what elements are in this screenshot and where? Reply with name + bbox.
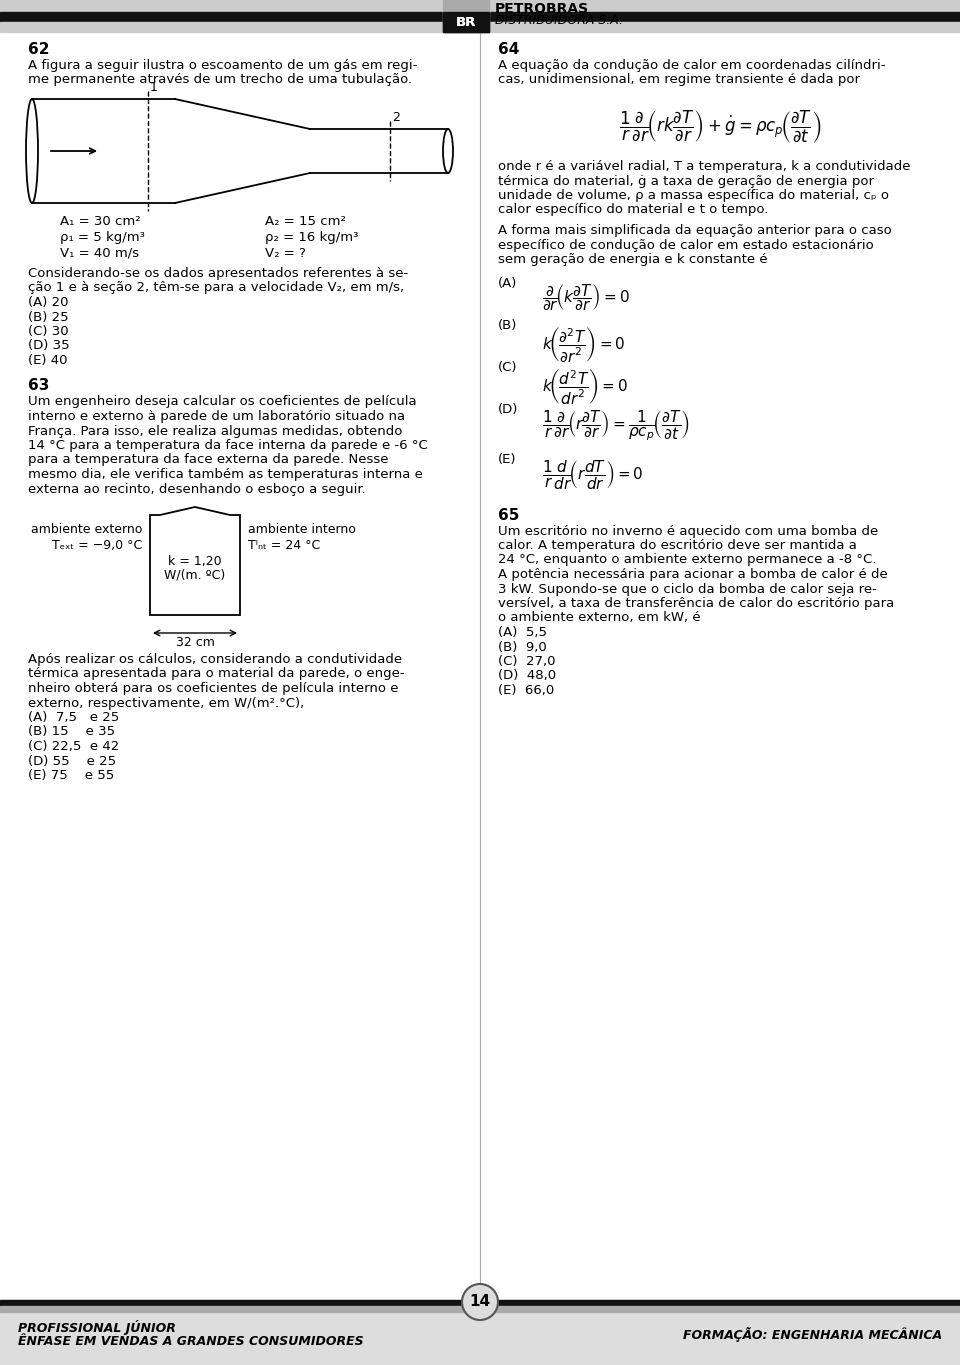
Text: $\dfrac{1}{r}\dfrac{d}{dr}\!\left(r\dfrac{dT}{dr}\right) = 0$: $\dfrac{1}{r}\dfrac{d}{dr}\!\left(r\dfra… (542, 459, 643, 491)
Text: (A)  5,5: (A) 5,5 (498, 627, 547, 639)
PathPatch shape (150, 506, 240, 616)
Text: interno e externo à parede de um laboratório situado na: interno e externo à parede de um laborat… (28, 410, 405, 423)
Text: calor. A temperatura do escritório deve ser mantida a: calor. A temperatura do escritório deve … (498, 539, 857, 551)
Text: (E) 40: (E) 40 (28, 354, 67, 367)
Text: A forma mais simplificada da equação anterior para o caso: A forma mais simplificada da equação ant… (498, 224, 892, 238)
Text: 14: 14 (469, 1294, 491, 1309)
Bar (443, 0, 489, 12)
Text: (E): (E) (498, 453, 516, 467)
Text: específico de condução de calor em estado estacionário: específico de condução de calor em estad… (498, 239, 874, 251)
Bar (0, 0, 960, 12)
Text: A equação da condução de calor em coordenadas cilíndri-: A equação da condução de calor em coorde… (498, 59, 885, 72)
Text: (A) 20: (A) 20 (28, 296, 68, 308)
Text: onde r é a variável radial, T a temperatura, k a condutividade: onde r é a variável radial, T a temperat… (498, 160, 910, 173)
Text: (E)  66,0: (E) 66,0 (498, 684, 554, 698)
Text: ρ₂ = 16 kg/m³: ρ₂ = 16 kg/m³ (265, 231, 358, 244)
Text: versível, a taxa de transferência de calor do escritório para: versível, a taxa de transferência de cal… (498, 597, 895, 610)
Text: (D) 55    e 25: (D) 55 e 25 (28, 755, 116, 767)
Text: (B) 25: (B) 25 (28, 310, 68, 324)
Text: V₂ = ?: V₂ = ? (265, 247, 306, 259)
Text: $k\!\left(\dfrac{d^2 T}{dr^2}\right) = 0$: $k\!\left(\dfrac{d^2 T}{dr^2}\right) = 0… (542, 366, 628, 405)
Text: externo, respectivamente, em W/(m².°C),: externo, respectivamente, em W/(m².°C), (28, 696, 304, 710)
Circle shape (462, 1284, 498, 1320)
Text: ambiente externo: ambiente externo (31, 523, 142, 536)
Text: FORMAÇÃO: ENGENHARIA MECÂNICA: FORMAÇÃO: ENGENHARIA MECÂNICA (683, 1327, 942, 1342)
Text: 1: 1 (150, 81, 157, 94)
Text: (C)  27,0: (C) 27,0 (498, 655, 556, 667)
Text: ρ₁ = 5 kg/m³: ρ₁ = 5 kg/m³ (60, 231, 145, 244)
Text: $\dfrac{1}{r}\dfrac{\partial}{\partial r}\!\left(rk\dfrac{\partial T}{\partial r: $\dfrac{1}{r}\dfrac{\partial}{\partial r… (619, 108, 821, 145)
Text: para a temperatura da face externa da parede. Nesse: para a temperatura da face externa da pa… (28, 453, 389, 467)
Bar (443, 12, 489, 31)
Text: me permanente através de um trecho de uma tubulação.: me permanente através de um trecho de um… (28, 74, 412, 86)
Text: (E) 75    e 55: (E) 75 e 55 (28, 768, 114, 782)
Text: térmica do material, ġ a taxa de geração de energia por: térmica do material, ġ a taxa de geração… (498, 175, 874, 187)
Text: 32 cm: 32 cm (176, 636, 214, 648)
Bar (443, 12, 489, 31)
Bar (443, 0, 489, 31)
Text: A potência necessária para acionar a bomba de calor é de: A potência necessária para acionar a bom… (498, 568, 888, 581)
Text: BR: BR (456, 15, 476, 29)
Bar (0, 1306, 960, 1312)
Text: A figura a seguir ilustra o escoamento de um gás em regi-: A figura a seguir ilustra o escoamento d… (28, 59, 418, 72)
Text: Um escritório no inverno é aquecido com uma bomba de: Um escritório no inverno é aquecido com … (498, 524, 878, 538)
Text: DISTRIBUIDORA S.A.: DISTRIBUIDORA S.A. (495, 14, 623, 27)
Text: cas, unidimensional, em regime transiente é dada por: cas, unidimensional, em regime transient… (498, 74, 860, 86)
Text: (B): (B) (498, 319, 517, 333)
Text: PROFISSIONAL JÚNIOR: PROFISSIONAL JÚNIOR (18, 1320, 176, 1335)
Text: (C) 22,5  e 42: (C) 22,5 e 42 (28, 740, 119, 753)
Text: térmica apresentada para o material da parede, o enge-: térmica apresentada para o material da p… (28, 667, 404, 681)
Text: 2: 2 (392, 111, 400, 124)
Text: V₁ = 40 m/s: V₁ = 40 m/s (60, 247, 139, 259)
Text: sem geração de energia e k constante é: sem geração de energia e k constante é (498, 253, 768, 266)
Text: $\dfrac{1}{r}\dfrac{\partial}{\partial r}\!\left(r\dfrac{\partial T}{\partial r}: $\dfrac{1}{r}\dfrac{\partial}{\partial r… (542, 408, 690, 444)
Text: França. Para isso, ele realiza algumas medidas, obtendo: França. Para isso, ele realiza algumas m… (28, 425, 402, 438)
Text: (D)  48,0: (D) 48,0 (498, 669, 556, 682)
Text: PETROBRAS: PETROBRAS (495, 1, 589, 16)
Text: calor específico do material e t o tempo.: calor específico do material e t o tempo… (498, 203, 768, 217)
Text: 64: 64 (498, 42, 519, 57)
Text: (C) 30: (C) 30 (28, 325, 68, 339)
Text: 65: 65 (498, 508, 519, 523)
Text: 62: 62 (28, 42, 50, 57)
Text: ÊNFASE EM VENDAS A GRANDES CONSUMIDORES: ÊNFASE EM VENDAS A GRANDES CONSUMIDORES (18, 1335, 364, 1349)
Text: ção 1 e à seção 2, têm-se para a velocidade V₂, em m/s,: ção 1 e à seção 2, têm-se para a velocid… (28, 281, 404, 295)
Text: 63: 63 (28, 378, 49, 393)
Text: (B)  9,0: (B) 9,0 (498, 640, 547, 654)
Text: A₁ = 30 cm²: A₁ = 30 cm² (60, 216, 140, 228)
Bar (0, 12, 960, 22)
Text: (A)  7,5   e 25: (A) 7,5 e 25 (28, 711, 119, 723)
Text: (B) 15    e 35: (B) 15 e 35 (28, 726, 115, 738)
Text: (D) 35: (D) 35 (28, 340, 70, 352)
Text: (D): (D) (498, 404, 518, 416)
Text: A₂ = 15 cm²: A₂ = 15 cm² (265, 216, 346, 228)
Text: (C): (C) (498, 362, 517, 374)
Text: Tₑₓₜ = −9,0 °C: Tₑₓₜ = −9,0 °C (52, 539, 142, 551)
Bar (0, 1299, 960, 1306)
Text: 14 °C para a temperatura da face interna da parede e -6 °C: 14 °C para a temperatura da face interna… (28, 440, 428, 452)
Text: ambiente interno: ambiente interno (248, 523, 356, 536)
Text: $k\!\left(\dfrac{\partial^2 T}{\partial r^2}\right) = 0$: $k\!\left(\dfrac{\partial^2 T}{\partial … (542, 325, 625, 363)
Text: 3 kW. Supondo-se que o ciclo da bomba de calor seja re-: 3 kW. Supondo-se que o ciclo da bomba de… (498, 583, 876, 595)
Text: mesmo dia, ele verifica também as temperaturas interna e: mesmo dia, ele verifica também as temper… (28, 468, 422, 480)
Text: nheiro obterá para os coeficientes de película interno e: nheiro obterá para os coeficientes de pe… (28, 682, 398, 695)
Text: $\dfrac{\partial}{\partial r}\!\left(k\dfrac{\partial T}{\partial r}\right) = 0$: $\dfrac{\partial}{\partial r}\!\left(k\d… (542, 283, 630, 314)
Text: externa ao recinto, desenhando o esboço a seguir.: externa ao recinto, desenhando o esboço … (28, 482, 366, 495)
Text: Considerando-se os dados apresentados referentes à se-: Considerando-se os dados apresentados re… (28, 268, 408, 280)
Text: k = 1,20: k = 1,20 (168, 556, 222, 568)
Bar (443, 0, 489, 12)
Text: Um engenheiro deseja calcular os coeficientes de película: Um engenheiro deseja calcular os coefici… (28, 396, 417, 408)
Text: BR: BR (456, 15, 476, 29)
Text: o ambiente externo, em kW, é: o ambiente externo, em kW, é (498, 612, 701, 625)
Text: Após realizar os cálculos, considerando a condutividade: Após realizar os cálculos, considerando … (28, 652, 402, 666)
Text: 24 °C, enquanto o ambiente externo permanece a -8 °C.: 24 °C, enquanto o ambiente externo perma… (498, 553, 876, 566)
Text: W/(m. ºC): W/(m. ºC) (164, 569, 226, 581)
Text: unidade de volume, ρ a massa específica do material, cₚ o: unidade de volume, ρ a massa específica … (498, 188, 889, 202)
Text: (A): (A) (498, 277, 517, 291)
Text: Tᴵₙₜ = 24 °C: Tᴵₙₜ = 24 °C (248, 539, 321, 551)
Bar (0, 22, 960, 31)
Bar (0, 1299, 960, 1365)
